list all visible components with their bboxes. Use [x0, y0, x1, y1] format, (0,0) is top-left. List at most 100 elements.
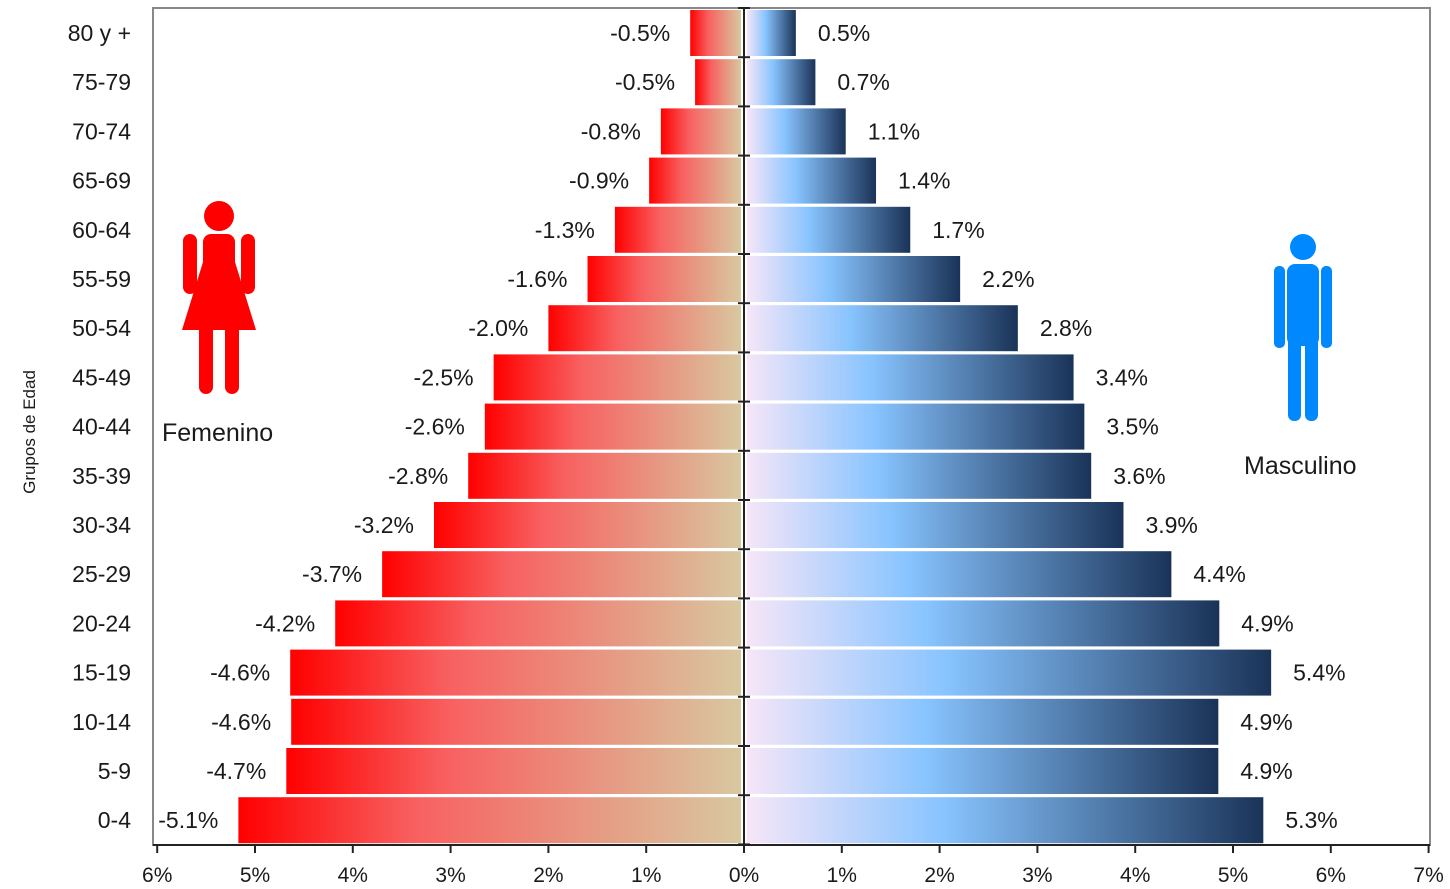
male-bar [747, 256, 961, 302]
male-bar [747, 452, 1092, 499]
female-data-label: -4.6% [210, 660, 270, 686]
female-data-label: -5.1% [158, 807, 218, 833]
female-data-label: -3.7% [302, 561, 362, 587]
male-bar [747, 600, 1220, 647]
male-data-label: 2.8% [1040, 315, 1092, 341]
male-data-label: 2.2% [982, 266, 1034, 292]
male-data-label: 4.4% [1193, 561, 1245, 587]
male-data-label: 0.7% [837, 69, 889, 95]
male-data-label: 1.7% [932, 217, 984, 243]
male-person-icon [1274, 234, 1332, 421]
category-label: 35-39 [72, 463, 131, 489]
male-bar [747, 797, 1264, 844]
female-data-label: -4.2% [255, 610, 315, 636]
x-tick-labels: 6% 5% 4% 3% 2% 1% 0% 1% 2% 3% 4% 5% 6% 7% [142, 864, 1444, 887]
male-bar [747, 206, 911, 253]
female-data-label: -3.2% [354, 512, 414, 538]
x-tick-label: 5% [1218, 864, 1248, 887]
female-data-label: -1.3% [535, 217, 595, 243]
x-tick-label: 6% [1316, 864, 1346, 887]
category-label: 50-54 [72, 315, 131, 341]
male-bar [747, 649, 1272, 696]
x-tick-label: 2% [924, 864, 954, 887]
male-bar [747, 502, 1124, 548]
x-tick-label: 5% [240, 864, 270, 887]
female-data-label: -4.6% [211, 709, 271, 735]
category-label: 60-64 [72, 217, 131, 243]
data-labels: -0.5% 0.5% -0.5% 0.7% -0.8% 1.1% -0.9% 1.4% -1.3… [158, 20, 1345, 833]
male-data-label: 5.3% [1285, 807, 1337, 833]
male-data-label: 3.4% [1096, 364, 1148, 390]
male-data-label: 1.1% [868, 118, 920, 144]
female-bar [548, 305, 741, 352]
female-bar [587, 256, 741, 302]
female-bar [695, 59, 741, 106]
female-data-label: -0.5% [610, 20, 670, 46]
female-data-label: -4.7% [206, 758, 266, 784]
female-bar [290, 649, 741, 696]
male-data-label: 3.5% [1106, 414, 1158, 440]
x-tick-label: 3% [435, 864, 465, 887]
axes [153, 7, 1430, 853]
x-tick-label: 7% [1413, 864, 1443, 887]
category-label: 65-69 [72, 168, 131, 194]
category-label: 15-19 [72, 660, 131, 686]
female-bar [238, 797, 741, 844]
category-label: 70-74 [72, 118, 131, 144]
female-data-label: -2.8% [388, 463, 448, 489]
male-bar [747, 403, 1085, 450]
female-data-label: -0.8% [581, 118, 641, 144]
female-person-icon [182, 201, 256, 394]
female-data-label: -2.0% [468, 315, 528, 341]
male-bar [747, 354, 1074, 401]
category-label: 20-24 [72, 610, 131, 636]
female-bar [493, 354, 741, 401]
category-label: 25-29 [72, 561, 131, 587]
male-data-label: 0.5% [818, 20, 870, 46]
female-bar [433, 502, 741, 548]
male-data-label: 4.9% [1240, 709, 1292, 735]
y-axis-title: Grupos de Edad [20, 370, 39, 494]
male-data-label: 4.9% [1241, 610, 1293, 636]
x-tick-label: 2% [533, 864, 563, 887]
x-tick-label: 0% [729, 864, 759, 887]
female-data-label: -2.5% [414, 364, 474, 390]
male-data-label: 4.9% [1240, 758, 1292, 784]
category-label: 45-49 [72, 364, 131, 390]
female-data-label: -0.9% [569, 168, 629, 194]
male-data-label: 5.4% [1293, 660, 1345, 686]
female-label: Femenino [162, 419, 273, 447]
male-bar [747, 551, 1172, 598]
male-data-label: 1.4% [898, 168, 950, 194]
male-bar [747, 108, 846, 155]
male-bar [747, 698, 1219, 745]
female-data-label: -2.6% [405, 414, 465, 440]
x-tick-label: 1% [827, 864, 857, 887]
category-label: 5-9 [98, 758, 131, 784]
male-bar [747, 748, 1219, 794]
female-bar [484, 403, 741, 450]
female-bar [660, 108, 741, 155]
category-label: 75-79 [72, 69, 131, 95]
bars [238, 10, 1272, 844]
female-data-label: -0.5% [615, 69, 675, 95]
category-label: 40-44 [72, 414, 131, 440]
category-labels: 80 y + 75-79 70-74 65-69 60-64 55-59 50-54 45-4… [68, 20, 132, 833]
x-tick-label: 3% [1022, 864, 1052, 887]
x-tick-label: 6% [142, 864, 172, 887]
female-bar [614, 206, 741, 253]
female-bar [649, 157, 741, 204]
female-bar [286, 748, 741, 794]
female-bar [382, 551, 741, 598]
x-tick-label: 1% [631, 864, 661, 887]
male-label: Masculino [1244, 452, 1357, 480]
female-bar [690, 10, 741, 56]
female-bar [291, 698, 741, 745]
category-label: 10-14 [72, 709, 131, 735]
male-bar [747, 59, 816, 106]
male-bar [747, 157, 877, 204]
male-bar [747, 10, 796, 56]
category-label: 80 y + [68, 20, 131, 46]
male-bar [747, 305, 1018, 352]
